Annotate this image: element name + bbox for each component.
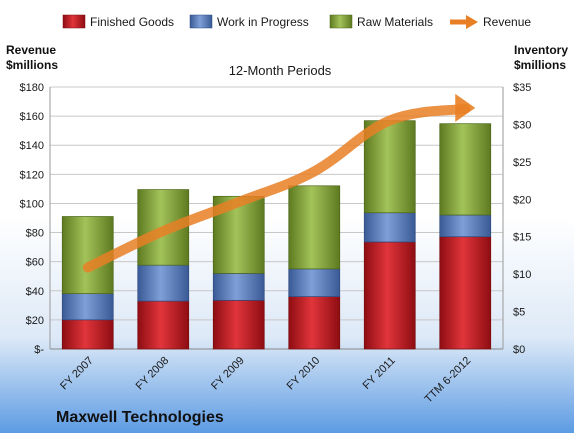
- right-tick-label: $10: [513, 269, 531, 281]
- bar-finished-goods: [363, 241, 416, 350]
- left-tick-label: $80: [26, 228, 44, 240]
- right-tick-label: $35: [513, 82, 531, 94]
- legend-swatch-work-in-progress: [189, 14, 213, 29]
- bars: [61, 120, 492, 350]
- right-axis-title-line1: Inventory: [514, 43, 568, 57]
- legend-swatch-revenue: [450, 15, 478, 29]
- left-tick-label: $20: [26, 315, 44, 327]
- bar-raw-materials: [363, 120, 416, 214]
- company-name: Maxwell Technologies: [56, 409, 224, 426]
- right-axis-ticks: $0 $5 $10 $15 $20 $25 $30 $35: [513, 82, 531, 356]
- revenue-line-path: [82, 103, 471, 273]
- right-tick-label: $25: [513, 157, 531, 169]
- bar-finished-goods: [439, 236, 492, 350]
- bar-work-in-progress: [363, 212, 416, 243]
- right-tick-label: $20: [513, 194, 531, 206]
- left-tick-label: $100: [20, 198, 44, 210]
- legend-label-work-in-progress: Work in Progress: [217, 15, 309, 29]
- left-tick-label: $60: [26, 257, 44, 269]
- bar-raw-materials: [439, 123, 492, 216]
- legend-swatch-raw-materials: [329, 14, 353, 29]
- bar-work-in-progress: [61, 293, 114, 321]
- right-tick-label: $30: [513, 119, 531, 131]
- left-tick-label: $140: [20, 140, 44, 152]
- left-axis-ticks: $- $20 $40 $60 $80 $100 $120 $140 $160 $180: [20, 82, 45, 356]
- right-tick-label: $5: [513, 307, 525, 319]
- left-tick-label: $40: [26, 286, 44, 298]
- revenue-line: [82, 93, 476, 273]
- chart-subtitle: 12-Month Periods: [229, 63, 332, 78]
- bar-raw-materials: [212, 195, 265, 274]
- bar-finished-goods: [212, 299, 265, 350]
- gridlines: [49, 86, 504, 350]
- left-tick-label: $160: [20, 111, 44, 123]
- revenue-arrowhead: [455, 93, 476, 122]
- bar-finished-goods: [137, 300, 190, 350]
- right-axis-title-line2: $millions: [514, 58, 566, 72]
- bar-raw-materials: [288, 185, 341, 270]
- bar-work-in-progress: [137, 264, 190, 302]
- bar-finished-goods: [288, 296, 341, 350]
- legend-swatch-finished-goods: [62, 14, 86, 29]
- left-tick-label: $180: [20, 82, 44, 94]
- legend-label-finished-goods: Finished Goods: [90, 15, 174, 29]
- legend-label-raw-materials: Raw Materials: [357, 15, 433, 29]
- bar-finished-goods: [61, 319, 114, 350]
- legend: Finished Goods Work in Progress Raw Mate…: [62, 14, 531, 29]
- bar-work-in-progress: [212, 273, 265, 301]
- left-axis-title-line1: Revenue: [6, 43, 56, 57]
- legend-label-revenue: Revenue: [483, 15, 531, 29]
- left-axis-title-line2: $millions: [6, 58, 58, 72]
- right-tick-label: $15: [513, 232, 531, 244]
- bar-work-in-progress: [439, 214, 492, 238]
- bar-work-in-progress: [288, 268, 341, 297]
- left-tick-label: $120: [20, 169, 44, 181]
- left-tick-label: $-: [34, 344, 44, 356]
- right-tick-label: $0: [513, 344, 525, 356]
